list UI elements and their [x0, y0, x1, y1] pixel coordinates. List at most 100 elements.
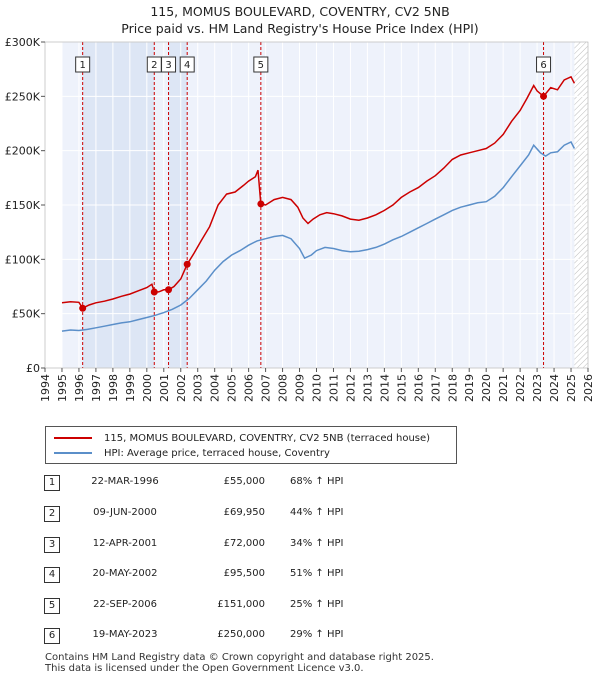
sale-date: 22-MAR-1996 [91, 476, 159, 487]
sale-label: 2 [151, 60, 157, 71]
sale-date: 20-MAY-2002 [92, 568, 158, 579]
y-tick-label: £300K [5, 36, 41, 49]
x-tick-label: 2002 [175, 374, 188, 402]
sale-label-box [179, 56, 195, 73]
x-tick-label: 2011 [327, 374, 340, 402]
x-tick-label: 2004 [209, 374, 222, 402]
y-tick-label: £0 [26, 362, 40, 375]
x-tick-label: 2017 [429, 374, 442, 402]
x-tick-label: 1996 [73, 374, 86, 402]
legend-label-property: 115, MOMUS BOULEVARD, COVENTRY, CV2 5NB … [104, 432, 431, 444]
sale-hpi-change: 29% ↑ HPI [290, 629, 344, 640]
sale-row: 6 19-MAY-2023 £250,000 29% ↑ HPI [0, 626, 600, 646]
x-tick-label: 2014 [378, 374, 391, 402]
sale-point [150, 288, 158, 296]
x-tick-label: 2020 [480, 374, 493, 402]
property-series-line [61, 75, 576, 310]
x-tick-label: 2008 [277, 374, 290, 402]
sale-number-badge: 5 [44, 598, 60, 614]
sale-date: 19-MAY-2023 [92, 629, 158, 640]
sale-row: 1 22-MAR-1996 £55,000 68% ↑ HPI [0, 473, 600, 493]
sale-price: £250,000 [217, 629, 265, 640]
sale-point [257, 200, 265, 208]
x-tick-label: 1999 [124, 374, 137, 402]
sale-hpi-change: 51% ↑ HPI [290, 568, 344, 579]
sale-price: £69,950 [223, 507, 265, 518]
y-tick-label: £250K [5, 90, 41, 103]
x-tick-label: 2023 [531, 374, 544, 402]
x-tick-label: 1994 [39, 374, 52, 402]
sale-label: 3 [165, 60, 171, 71]
sale-point [540, 92, 548, 100]
y-tick-label: £50K [12, 308, 41, 321]
sale-hpi-change: 68% ↑ HPI [290, 476, 344, 487]
x-tick-label: 2015 [395, 374, 408, 402]
chart-title: 115, MOMUS BOULEVARD, COVENTRY, CV2 5NB [150, 4, 450, 19]
x-tick-label: 2019 [463, 374, 476, 402]
sale-date: 12-APR-2001 [92, 538, 158, 549]
x-tick-label: 2012 [344, 374, 357, 402]
sale-date: 09-JUN-2000 [93, 507, 157, 518]
x-tick-label: 2010 [311, 374, 324, 402]
x-tick-label: 2006 [243, 374, 256, 402]
x-tick-label: 2009 [294, 374, 307, 402]
sale-price: £151,000 [217, 599, 265, 610]
sale-label: 4 [184, 60, 190, 71]
sale-label-box [161, 56, 177, 73]
sale-number-badge: 4 [44, 567, 60, 583]
sale-label-box [75, 56, 91, 73]
y-tick-label: £200K [5, 145, 41, 158]
sale-point [183, 260, 191, 268]
y-tick-label: £150K [5, 199, 41, 212]
x-tick-label: 1995 [56, 374, 69, 402]
sale-number-badge: 1 [44, 475, 60, 491]
legend: 115, MOMUS BOULEVARD, COVENTRY, CV2 5NB … [45, 426, 457, 464]
x-tick-label: 2005 [226, 374, 239, 402]
sale-row: 3 12-APR-2001 £72,000 34% ↑ HPI [0, 535, 600, 555]
sale-point [79, 304, 87, 312]
x-tick-label: 1998 [107, 374, 120, 402]
sale-label: 6 [540, 60, 546, 71]
legend-item-hpi: HPI: Average price, terraced house, Cove… [54, 446, 330, 460]
x-tick-label: 2024 [548, 374, 561, 402]
sale-number-badge: 3 [44, 537, 60, 553]
sale-point [165, 286, 173, 294]
legend-item-property: 115, MOMUS BOULEVARD, COVENTRY, CV2 5NB … [54, 431, 430, 445]
sale-price: £55,000 [223, 476, 265, 487]
price-chart: 1 2 3 4 5 6£0£50K£100K£150K£200K£250K£300K199… [5, 36, 595, 402]
x-tick-label: 2016 [412, 374, 425, 402]
x-tick-label: 2025 [565, 374, 578, 402]
sale-hpi-change: 44% ↑ HPI [290, 507, 344, 518]
x-tick-label: 2021 [497, 374, 510, 402]
sale-price: £95,500 [223, 568, 265, 579]
footer-license: This data is licensed under the Open Gov… [45, 663, 364, 674]
x-tick-label: 2026 [582, 374, 595, 402]
sale-label-box [253, 56, 269, 73]
legend-swatch-red [54, 437, 92, 439]
sale-row: 5 22-SEP-2006 £151,000 25% ↑ HPI [0, 596, 600, 616]
x-tick-label: 1997 [90, 374, 103, 402]
x-tick-label: 2001 [158, 374, 171, 402]
x-tick-label: 2007 [260, 374, 273, 402]
y-tick-label: £100K [5, 253, 41, 266]
x-tick-label: 2000 [141, 374, 154, 402]
x-tick-label: 2022 [514, 374, 527, 402]
x-tick-label: 2013 [361, 374, 374, 402]
legend-label-hpi: HPI: Average price, terraced house, Cove… [104, 447, 330, 459]
sale-label-box [536, 56, 552, 73]
sale-number-badge: 6 [44, 628, 60, 644]
sale-price: £72,000 [223, 538, 265, 549]
legend-swatch-blue [54, 452, 92, 454]
sale-label: 5 [258, 60, 264, 71]
x-tick-label: 2003 [192, 374, 205, 402]
sale-label: 1 [79, 60, 85, 71]
chart-subtitle: Price paid vs. HM Land Registry's House … [121, 21, 479, 36]
sale-hpi-change: 25% ↑ HPI [290, 599, 344, 610]
sale-number-badge: 2 [44, 506, 60, 522]
footer-copyright: Contains HM Land Registry data © Crown c… [45, 652, 434, 663]
footer-attribution: Contains HM Land Registry data © Crown c… [45, 652, 434, 674]
chart-title-block: 115, MOMUS BOULEVARD, COVENTRY, CV2 5NB … [0, 3, 600, 37]
sale-hpi-change: 34% ↑ HPI [290, 538, 344, 549]
sale-date: 22-SEP-2006 [93, 599, 157, 610]
x-tick-label: 2018 [446, 374, 459, 402]
